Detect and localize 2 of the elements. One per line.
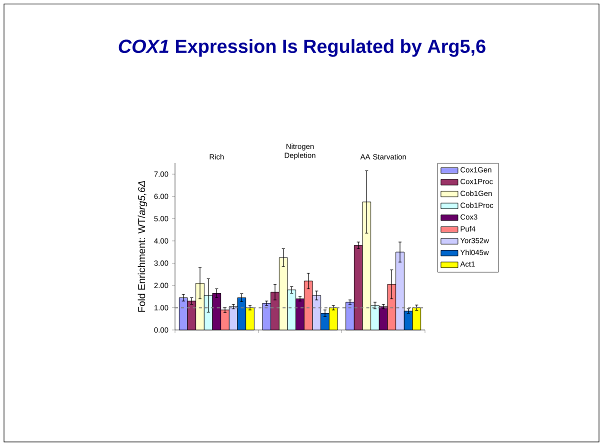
chart-title: COX1 Expression Is Regulated by Arg5,6 — [118, 39, 486, 57]
y-axis-title: Fold Enrichment: WT/arg5,6Δ — [138, 181, 148, 312]
